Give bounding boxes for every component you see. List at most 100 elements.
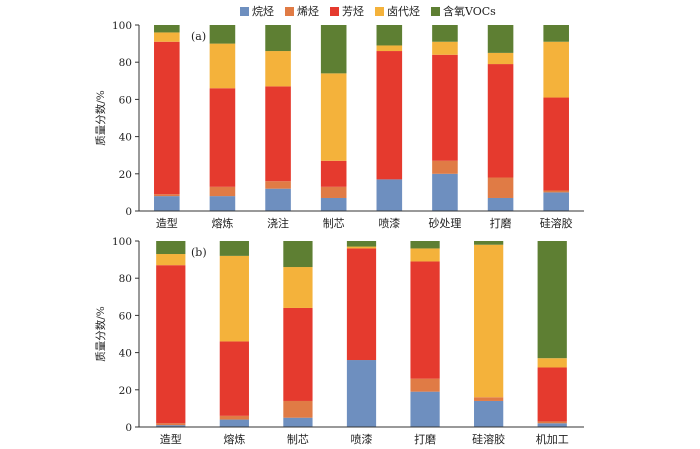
bar-segment — [154, 194, 180, 197]
panel-label: (b) — [191, 246, 207, 259]
bar-segment — [265, 188, 291, 211]
y-tick-label: 20 — [119, 385, 132, 397]
legend-item: 芳烃 — [330, 3, 364, 19]
bar-segment — [346, 246, 377, 249]
bar-segment — [219, 255, 249, 342]
bar-segment — [320, 197, 347, 211]
x-tick-label: 硅溶胶 — [540, 216, 573, 230]
bar-segment — [154, 32, 180, 42]
bar-segment — [320, 25, 347, 74]
bar-segment — [265, 86, 291, 182]
legend-item: 烷烃 — [240, 3, 274, 19]
legend-swatch — [240, 6, 249, 16]
bar-segment — [410, 241, 440, 249]
bar-segment — [376, 179, 403, 211]
legend-label: 烯烃 — [297, 5, 319, 18]
bar-segment — [537, 423, 567, 427]
bar-segment — [537, 367, 567, 422]
bar-segment — [156, 265, 186, 424]
y-tick-label: 0 — [125, 422, 132, 434]
bar-segment — [265, 181, 291, 189]
y-tick-label: 40 — [119, 132, 132, 144]
y-tick-label: 0 — [125, 206, 132, 218]
bar-segment — [410, 378, 440, 392]
bar-segment — [283, 400, 313, 418]
y-tick-label: 60 — [119, 310, 132, 322]
y-tick-label: 80 — [119, 57, 132, 69]
bar-segment — [320, 186, 347, 198]
bar-segment — [265, 25, 291, 52]
bar-segment — [537, 421, 567, 424]
bar-segment — [537, 241, 567, 359]
x-tick-label: 机加工 — [536, 432, 569, 446]
y-tick-label: 100 — [112, 236, 132, 248]
bar-segment — [410, 248, 440, 262]
x-tick-label: 制芯 — [323, 216, 345, 230]
bar-segment — [487, 64, 514, 178]
bar-segment — [156, 241, 186, 255]
bar-segment — [283, 267, 313, 308]
bar-segment — [474, 244, 504, 398]
bar-segment — [432, 160, 458, 174]
bar-segment — [376, 45, 403, 52]
bar-segment — [320, 73, 347, 161]
x-tick-label: 砂处理 — [428, 217, 461, 230]
legend-label: 卤代烃 — [387, 5, 420, 18]
y-tick-label: 60 — [119, 94, 132, 106]
bar-segment — [432, 173, 458, 211]
bar-segment — [265, 51, 291, 87]
bar-segment — [543, 25, 569, 42]
y-tick-label: 20 — [119, 169, 132, 181]
legend-swatch — [431, 6, 440, 16]
y-tick-label: 100 — [112, 20, 132, 32]
bar-segment — [154, 41, 180, 195]
bar-segment — [156, 425, 186, 427]
bar-segment — [474, 397, 504, 401]
x-tick-label: 造型 — [160, 432, 182, 446]
bar-segment — [487, 177, 514, 198]
x-tick-label: 打磨 — [414, 432, 436, 446]
x-tick-label: 打磨 — [490, 216, 512, 230]
bar-segment — [346, 360, 377, 427]
chart-legend: 烷烃 烯烃 芳烃 卤代烃 含氧VOCs — [240, 3, 507, 19]
legend-item: 含氧VOCs — [431, 3, 496, 19]
bar-segment — [474, 241, 504, 245]
bar-segment — [474, 400, 504, 427]
bar-segment — [209, 196, 236, 211]
bar-segment — [219, 241, 249, 256]
bar-segment — [219, 341, 249, 416]
y-tick-label: 40 — [119, 348, 132, 360]
bar-segment — [209, 43, 236, 89]
bar-segment — [543, 41, 569, 98]
x-tick-label: 造型 — [156, 216, 178, 230]
bar-segment — [156, 423, 186, 426]
legend-item: 卤代烃 — [375, 3, 420, 19]
x-tick-label: 硅溶胶 — [472, 432, 505, 446]
bar-segment — [432, 54, 458, 161]
bar-segment — [154, 196, 180, 211]
bar-segment — [487, 52, 514, 65]
legend-label: 烷烃 — [252, 5, 274, 18]
x-tick-label: 喷漆 — [378, 217, 400, 230]
legend-label: 含氧VOCs — [443, 5, 496, 18]
bar-segment — [209, 186, 236, 197]
bar-segment — [543, 192, 569, 211]
x-tick-label: 制芯 — [287, 432, 309, 446]
bar-segment — [346, 248, 377, 361]
bar-segment — [376, 51, 403, 180]
bar-segment — [410, 391, 440, 427]
bar-segment — [543, 190, 569, 193]
bar-segment — [283, 417, 313, 427]
bar-segment — [432, 41, 458, 55]
x-tick-label: 熔炼 — [223, 432, 245, 446]
y-axis-label: 质量分数/% — [94, 90, 107, 146]
legend-swatch — [375, 6, 384, 16]
chart-panel-1: 造型 熔炼 浇注 制芯 喷漆 砂处理 打磨 硅溶胶 0 20 40 60 80 100 质量分数/% (a) — [94, 20, 584, 230]
y-tick-label: 80 — [119, 273, 132, 285]
bar-segment — [487, 25, 514, 53]
bar-segment — [209, 88, 236, 187]
bar-segment — [376, 25, 403, 46]
bar-segment — [219, 415, 249, 420]
bar-segment — [283, 241, 313, 268]
